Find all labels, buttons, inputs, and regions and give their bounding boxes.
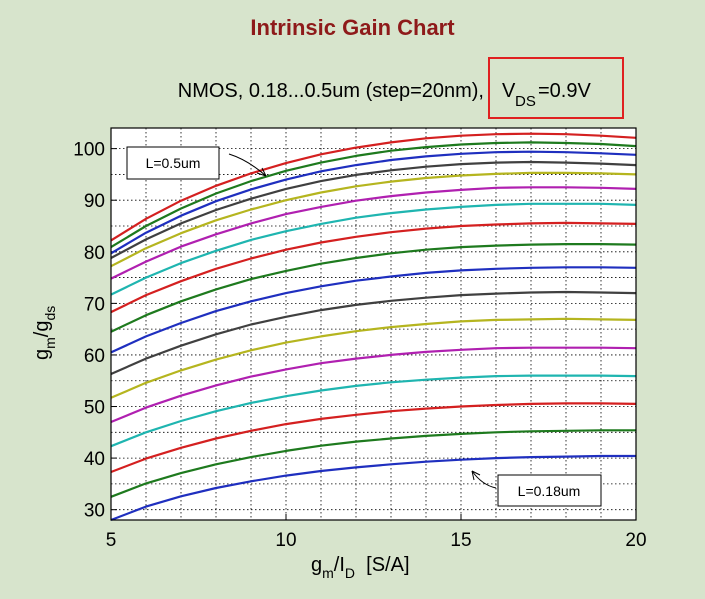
annotation-box-top <box>126 146 220 180</box>
series-line-l-0-26um <box>110 346 637 424</box>
annotation-arrow-bottom <box>471 470 497 489</box>
annotation-l-0-18um: L=0.18um <box>518 483 581 499</box>
x-axis-label: gm/ID [S/A] <box>311 554 410 581</box>
y-tick-label: 90 <box>84 191 105 212</box>
annotation-box-bottom <box>497 474 602 507</box>
vds-value: =0.9V <box>538 80 591 102</box>
y-axis-label: gm/gds <box>31 306 58 360</box>
series-line-l-0-44um <box>110 160 637 259</box>
series-line-l-0-24um <box>110 374 637 448</box>
chart-title: Intrinsic Gain Chart <box>250 15 455 40</box>
series-line-l-0-34um <box>110 243 637 333</box>
series-line-l-0-32um <box>110 266 637 354</box>
series-line-l-0-28um <box>110 317 637 399</box>
series-line-l-0-40um <box>110 186 637 280</box>
x-tick-label: 15 <box>450 530 471 551</box>
chart-subtitle: NMOS, 0.18...0.5um (step=20nm), <box>178 80 484 102</box>
y-tick-label: 100 <box>73 140 105 161</box>
series-line-l-0-50um <box>110 132 637 242</box>
vds-subscript: DS <box>515 93 536 110</box>
series-line-l-0-36um <box>110 221 637 314</box>
vds-highlight-box <box>488 57 624 119</box>
series-line-l-0-18um <box>110 454 636 522</box>
series-line-l-0-46um <box>110 150 637 255</box>
annotation-l-0-5um: L=0.5um <box>146 155 201 171</box>
y-tick-label: 40 <box>84 449 105 470</box>
y-tick-label: 30 <box>84 501 105 522</box>
plot-frame <box>110 127 637 521</box>
y-tick-label: 60 <box>84 346 105 367</box>
y-tick-label: 50 <box>84 398 105 419</box>
y-tick-label: 80 <box>84 243 105 264</box>
series-line-l-0-48um <box>110 141 637 249</box>
vds-symbol: V <box>502 80 516 102</box>
y-tick-label: 70 <box>84 294 105 315</box>
x-tick-label: 5 <box>106 530 117 551</box>
axis-ticks: 5 10 15 20 30 40 50 60 70 80 90 100 <box>73 140 646 551</box>
x-tick-label: 20 <box>625 530 646 551</box>
annotation-arrow-top <box>228 153 267 177</box>
annotation-arrowhead-bottom <box>471 470 481 481</box>
series-line-l-0-20um <box>110 429 636 498</box>
annotation-arrowhead-top <box>256 167 267 177</box>
series-line-l-0-42um <box>110 171 637 268</box>
series-line-l-0-38um <box>110 202 637 296</box>
x-tick-label: 10 <box>275 530 296 551</box>
series-line-l-0-30um <box>110 290 637 376</box>
series-line-l-0-22um <box>110 402 637 474</box>
series-lines <box>110 132 637 522</box>
grid-lines <box>110 128 637 520</box>
